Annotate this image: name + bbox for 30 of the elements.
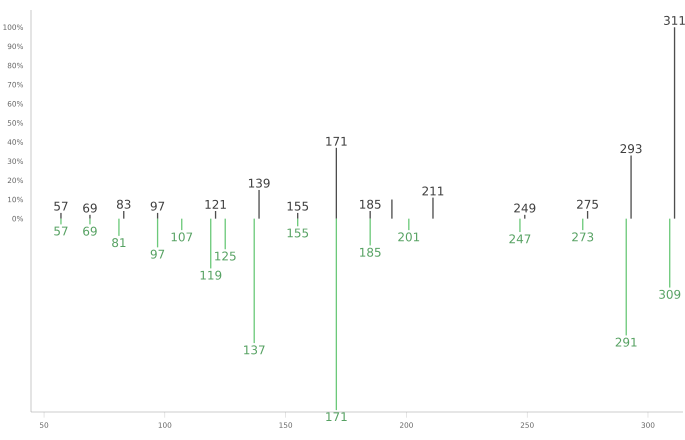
annotation: 275 (577, 200, 598, 209)
annotation: 171 (326, 412, 347, 422)
annotation: 107 (172, 232, 192, 242)
annotation: 249 (514, 204, 536, 213)
annotation: 81 (112, 238, 126, 248)
annotation: 57 (54, 226, 68, 236)
annotation: 119 (200, 270, 222, 280)
annotation: 139 (248, 178, 270, 188)
annotation: 97 (150, 202, 164, 211)
annotation: 69 (83, 204, 97, 213)
annotation: 293 (620, 144, 642, 154)
annotation: 247 (509, 234, 530, 244)
annotation: 291 (616, 338, 637, 347)
annotation: 83 (116, 200, 130, 209)
annotation: 155 (288, 202, 308, 211)
annotation: 273 (572, 232, 594, 242)
annotation: 211 (422, 186, 444, 196)
annotation: 121 (205, 200, 226, 209)
annotation: 69 (83, 226, 97, 236)
annotation: 155 (288, 228, 308, 238)
annotation: 57 (54, 202, 68, 211)
annotation: 171 (326, 136, 347, 146)
annotation: 309 (659, 290, 680, 299)
annotation: 137 (244, 345, 265, 354)
annotation: 125 (215, 252, 236, 261)
annotation: 185 (360, 248, 381, 257)
annotation: 97 (150, 250, 164, 259)
annotation: 311 (664, 16, 685, 25)
annotation: 185 (360, 200, 381, 209)
annotation: 201 (398, 232, 420, 242)
